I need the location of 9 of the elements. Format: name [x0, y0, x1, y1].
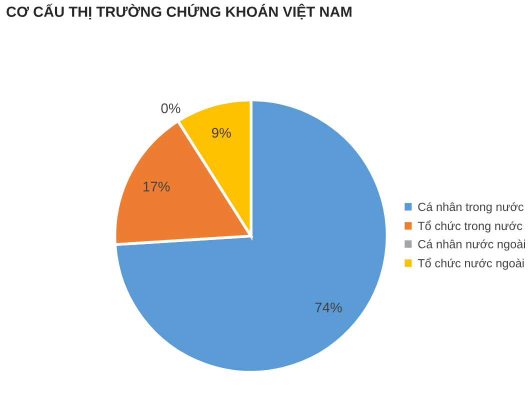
- data-label: 9%: [212, 128, 231, 138]
- chart-title: CƠ CẤU THỊ TRƯỜNG CHỨNG KHOÁN VIỆT NAM: [6, 4, 352, 20]
- data-label: 74%: [315, 302, 342, 312]
- legend-label: Cá nhân nước ngoài: [418, 240, 526, 251]
- legend-label: Tổ chức trong nước: [418, 220, 522, 232]
- legend-label: Cá nhân trong nước: [418, 202, 524, 214]
- legend-label: Tổ chức nước ngoài: [418, 258, 524, 270]
- text: 0%: [161, 103, 180, 114]
- data-label: 17%: [144, 182, 170, 192]
